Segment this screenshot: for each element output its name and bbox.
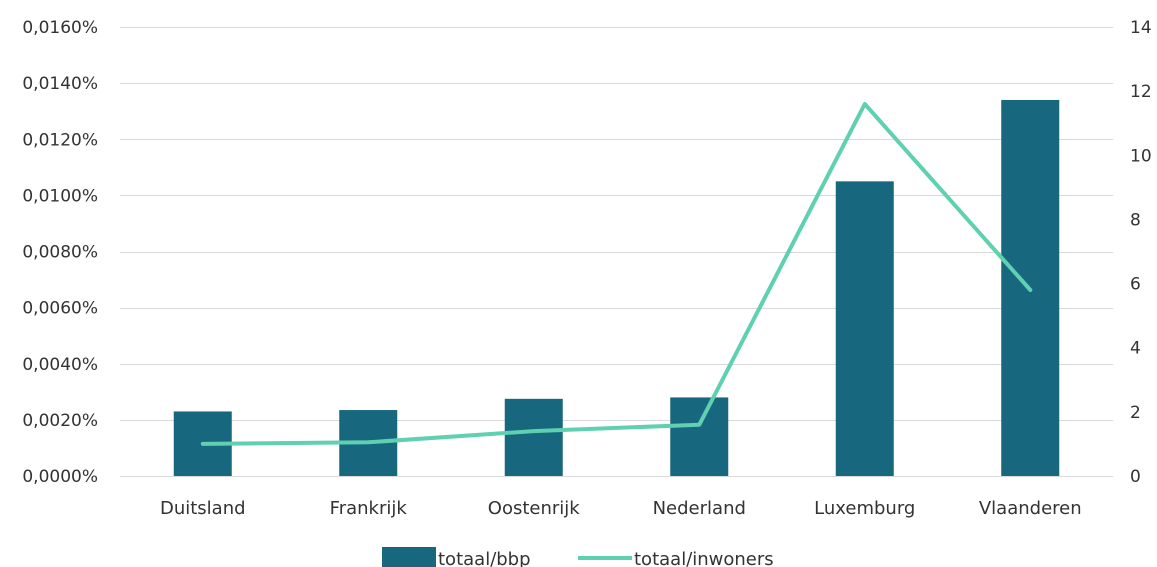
bars — [173, 99, 1060, 477]
left-tick-label: 0,0000% — [22, 467, 98, 487]
left-axis-tick-labels: 0,0000% 0,0020% 0,0040% 0,0060% 0,0080% 0,010… — [22, 18, 98, 487]
bar-oostenrijk — [504, 398, 563, 476]
right-axis-tick-labels: 0 2 4 6 8 10 12 14 — [1130, 18, 1152, 487]
category-label-duitsland: Duitsland — [160, 498, 246, 519]
right-tick-label: 2 — [1130, 403, 1141, 423]
legend-line-label: totaal/inwoners — [634, 549, 774, 567]
gridlines — [120, 27, 1113, 477]
right-tick-label: 12 — [1130, 82, 1152, 102]
category-label-frankrijk: Frankrijk — [330, 498, 408, 519]
left-tick-label: 0,0080% — [22, 243, 98, 263]
left-tick-label: 0,0160% — [22, 18, 98, 38]
left-tick-label: 0,0040% — [22, 355, 98, 375]
category-label-oostenrijk: Oostenrijk — [488, 498, 581, 519]
left-tick-label: 0,0020% — [22, 411, 98, 431]
left-tick-label: 0,0100% — [22, 186, 98, 206]
left-tick-label: 0,0120% — [22, 130, 98, 150]
line-totaal-inwoners — [200, 102, 1033, 446]
right-tick-label: 0 — [1130, 467, 1141, 487]
category-label-nederland: Nederland — [653, 498, 746, 519]
right-tick-label: 4 — [1130, 339, 1141, 359]
right-tick-label: 14 — [1130, 18, 1152, 38]
legend-bar-swatch — [382, 547, 436, 567]
right-tick-label: 8 — [1130, 210, 1141, 230]
category-labels: Duitsland Frankrijk Oostenrijk Nederland Lux… — [160, 498, 1082, 519]
right-tick-label: 10 — [1130, 146, 1152, 166]
left-tick-label: 0,0140% — [22, 74, 98, 94]
legend: totaal/bbp totaal/inwoners — [382, 547, 774, 567]
category-label-vlaanderen: Vlaanderen — [979, 498, 1082, 519]
category-label-luxemburg: Luxemburg — [814, 498, 915, 519]
legend-bar-label: totaal/bbp — [438, 549, 531, 567]
right-tick-label: 6 — [1130, 275, 1141, 295]
bar-nederland — [670, 397, 729, 476]
bar-luxemburg — [835, 181, 894, 476]
line-series — [200, 102, 1033, 446]
left-tick-label: 0,0060% — [22, 299, 98, 319]
